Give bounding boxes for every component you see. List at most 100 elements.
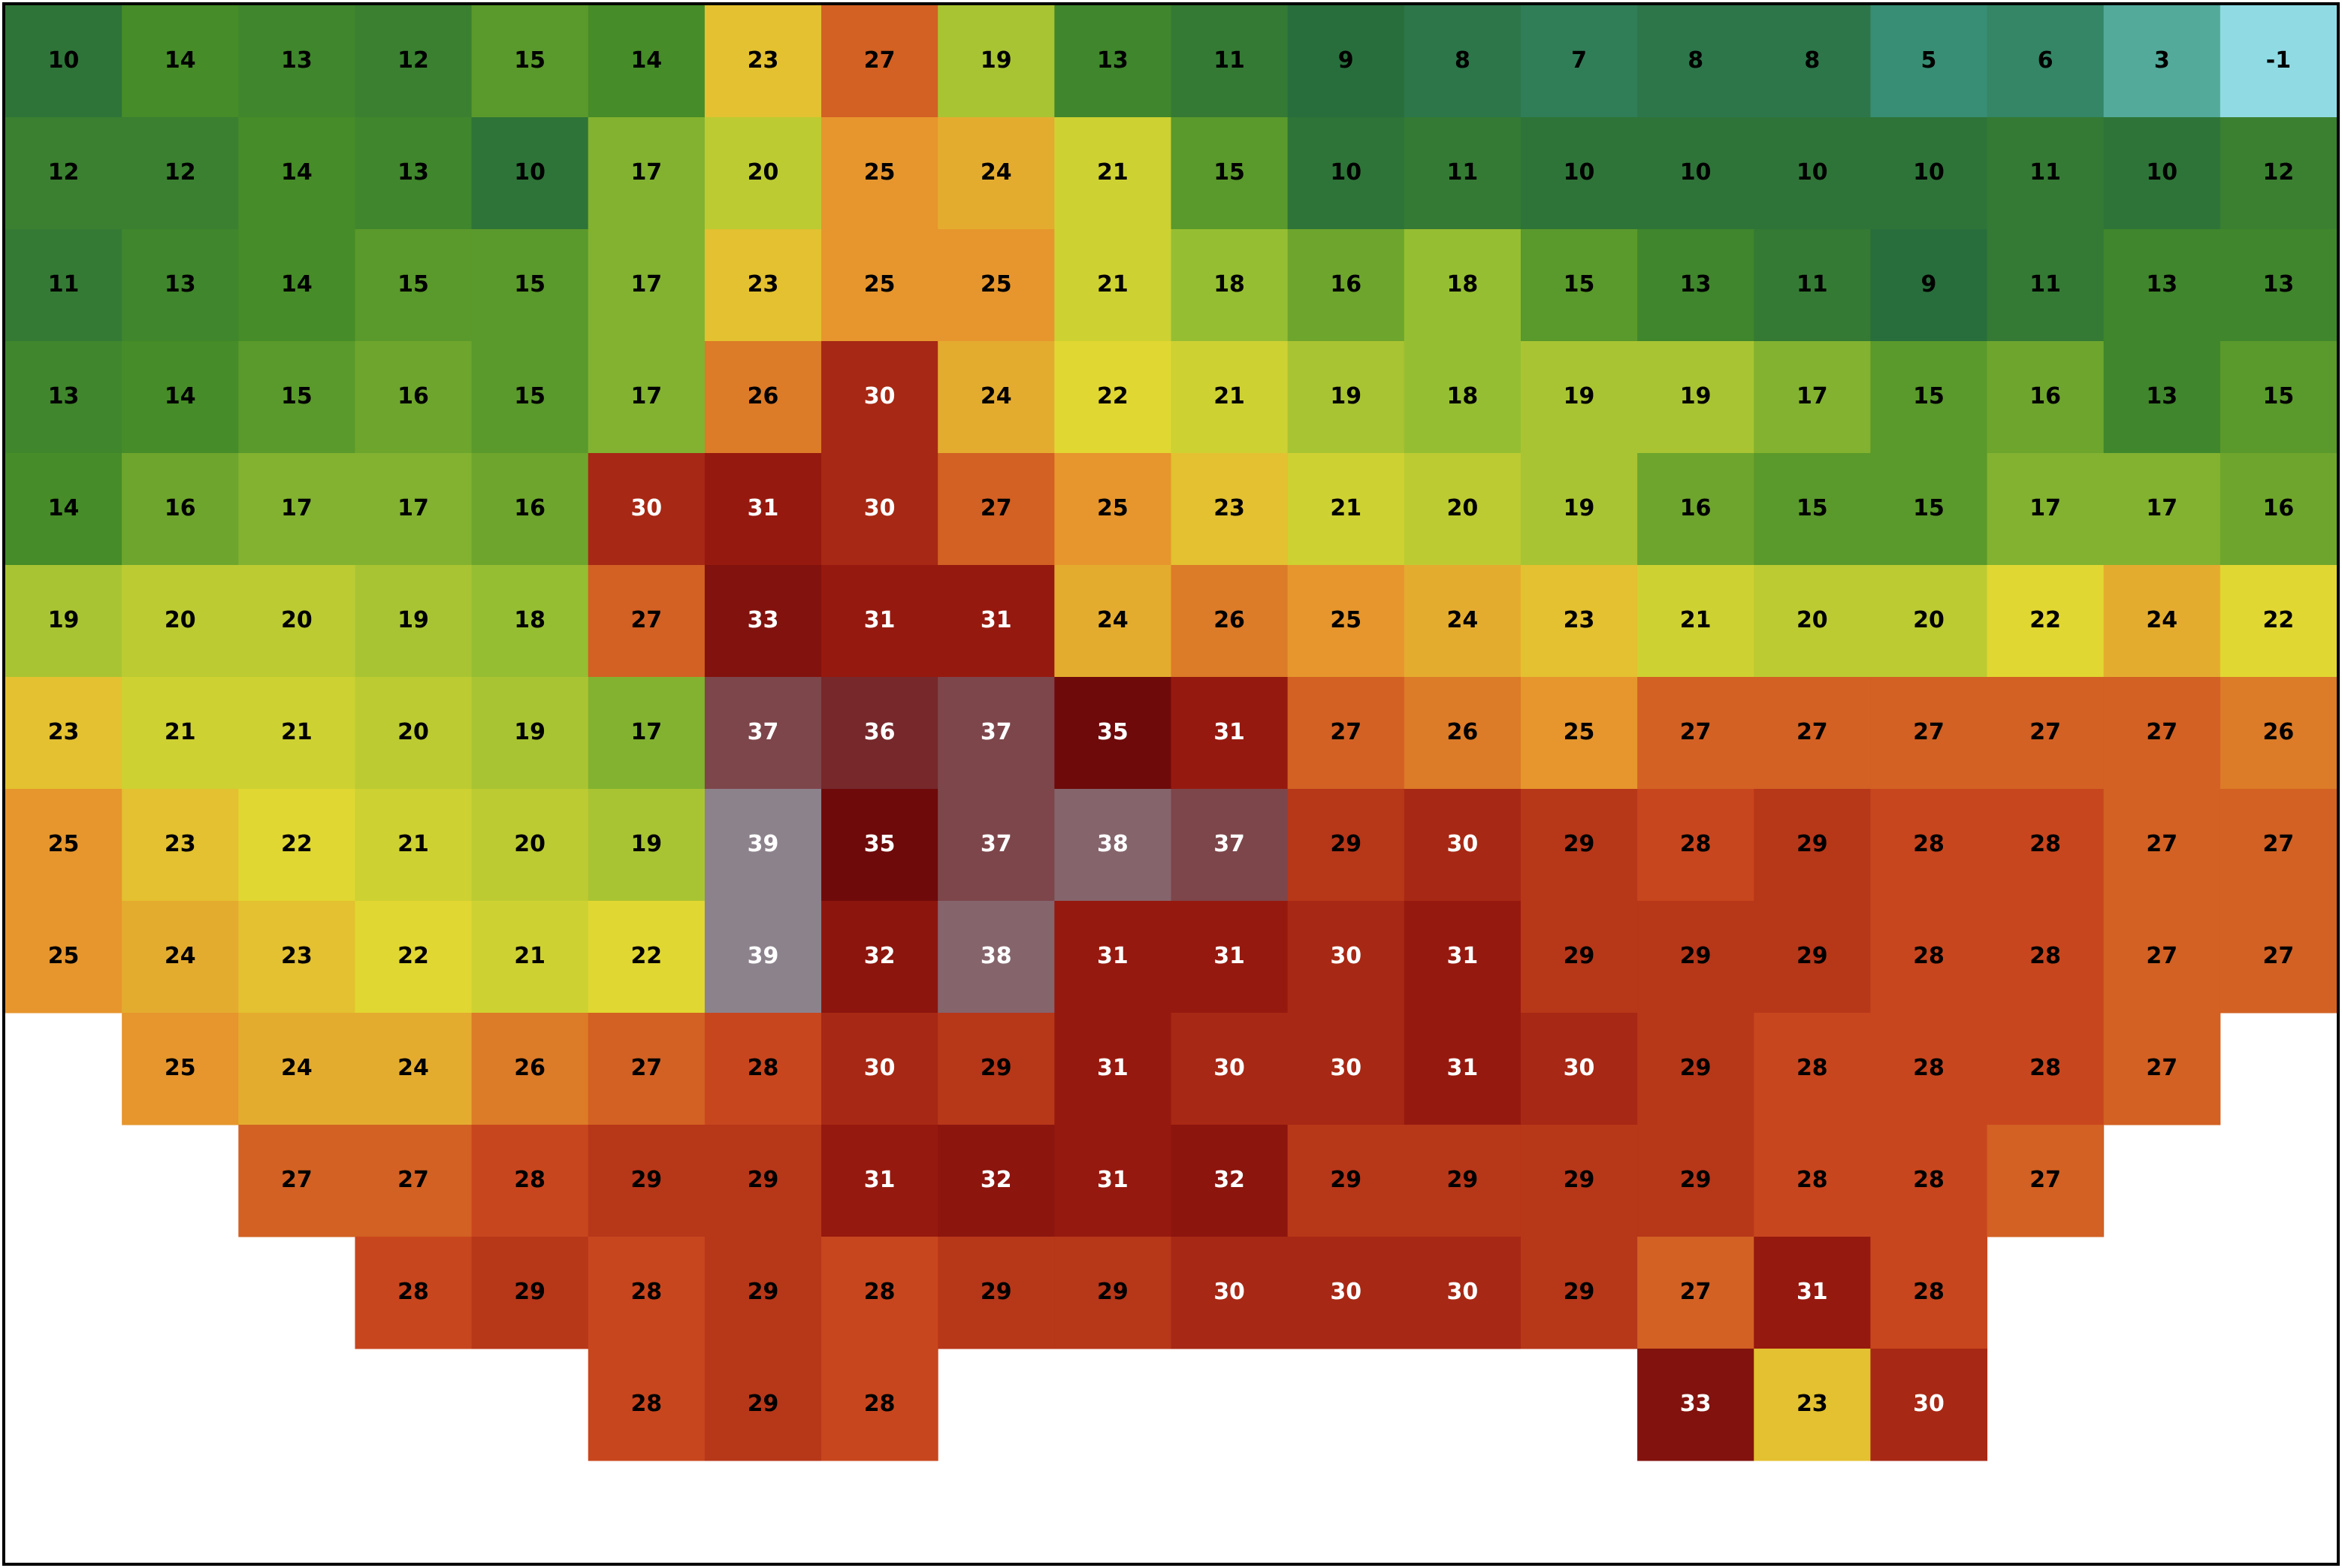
temperature-label: 10 [1797,159,1828,186]
temperature-label: 25 [1330,607,1361,633]
temperature-label: 13 [2263,271,2295,298]
temperature-cell [2103,565,2221,678]
temperature-cell [1054,5,1171,118]
temperature-label: 11 [1447,159,1479,186]
temperature-cell [471,1125,589,1237]
temperature-cell [704,453,822,566]
temperature-label: 19 [1564,383,1595,409]
temperature-label: 29 [1680,1167,1712,1193]
temperature-cell [704,565,822,678]
temperature-label: 29 [1447,1167,1479,1193]
temperature-cell [1520,453,1638,566]
temperature-label: 11 [2029,271,2061,298]
temperature-label: 16 [2263,495,2295,521]
temperature-cell [1404,789,1522,902]
temperature-cell [1404,229,1522,342]
temperature-label: 28 [2029,1055,2061,1081]
temperature-cell [1870,1013,1988,1125]
temperature-label: 20 [748,159,779,186]
temperature-label: 32 [1213,1167,1245,1193]
temperature-label: 24 [397,1055,429,1081]
temperature-label: 17 [2029,495,2061,521]
temperature-label: 11 [2029,159,2061,186]
temperature-label: 21 [1097,159,1129,186]
temperature-label: 27 [1680,1279,1712,1305]
temperature-cell [1404,341,1522,454]
temperature-label: 36 [864,719,896,745]
temperature-cell [122,901,239,1014]
temperature-cell [122,117,239,230]
temperature-cell [2220,901,2337,1014]
temperature-label: 18 [1447,383,1479,409]
temperature-label: 25 [48,831,80,857]
temperature-cell [938,677,1055,790]
temperature-label: 35 [1097,719,1129,745]
temperature-label: 17 [630,383,662,409]
temperature-label: 31 [864,1167,896,1193]
temperature-cell [1987,1125,2105,1237]
temperature-label: 24 [1447,607,1479,633]
temperature-cell [5,229,122,342]
temperature-label: 16 [1680,495,1712,521]
temperature-label: 28 [630,1279,662,1305]
temperature-cell [588,1349,706,1461]
temperature-label: 30 [1447,831,1479,857]
temperature-label: 29 [748,1391,779,1417]
temperature-cell [1637,1349,1754,1461]
temperature-label: 32 [864,943,896,969]
temperature-label: 24 [1097,607,1129,633]
temperature-cell [355,453,473,566]
temperature-cell [1404,901,1522,1014]
temperature-label: 23 [1797,1391,1828,1417]
temperature-cell [1870,789,1988,902]
temperature-label: 30 [864,495,896,521]
temperature-label: 16 [2029,383,2061,409]
temperature-cell [5,341,122,454]
temperature-label: 15 [514,383,545,409]
temperature-label: 16 [514,495,545,521]
temperature-cell [1870,5,1988,118]
temperature-cell [1054,453,1171,566]
temperature-cell [1287,341,1405,454]
temperature-cell [471,789,589,902]
temperature-label: 17 [630,271,662,298]
temperature-cell [122,1013,239,1125]
temperature-label: 3 [2154,47,2170,74]
temperature-label: 33 [1680,1391,1712,1417]
temperature-label: 37 [981,719,1012,745]
temperature-cell [1287,453,1405,566]
temperature-label: 17 [397,495,429,521]
temperature-cell [1870,1237,1988,1349]
temperature-cell [1987,341,2105,454]
temperature-label: 27 [2146,831,2177,857]
temperature-label: 33 [748,607,779,633]
temperature-label: 37 [748,719,779,745]
temperature-cell [1987,117,2105,230]
temperature-cell [704,677,822,790]
temperature-label: 12 [2263,159,2295,186]
temperature-label: 12 [397,47,429,74]
temperature-label: 28 [514,1167,545,1193]
temperature-label: 25 [165,1055,196,1081]
temperature-label: 22 [2029,607,2061,633]
temperature-cell [1520,1013,1638,1125]
temperature-cell [1287,5,1405,118]
temperature-cell [1754,1013,1871,1125]
temperature-cell [938,453,1055,566]
temperature-label: 24 [981,383,1012,409]
temperature-label: 14 [165,47,196,74]
temperature-cell [588,1013,706,1125]
temperature-label: 8 [1804,47,1820,74]
temperature-label: 19 [630,831,662,857]
temperature-label: 28 [864,1391,896,1417]
temperature-cell [471,1013,589,1125]
temperature-label: 29 [981,1279,1012,1305]
temperature-cell [1287,117,1405,230]
temperature-label: 23 [165,831,196,857]
temperature-cell [2103,341,2221,454]
temperature-cell [1754,453,1871,566]
temperature-cell [1754,1349,1871,1461]
temperature-label: 31 [1797,1279,1828,1305]
temperature-cell [471,565,589,678]
temperature-label: 27 [630,1055,662,1081]
